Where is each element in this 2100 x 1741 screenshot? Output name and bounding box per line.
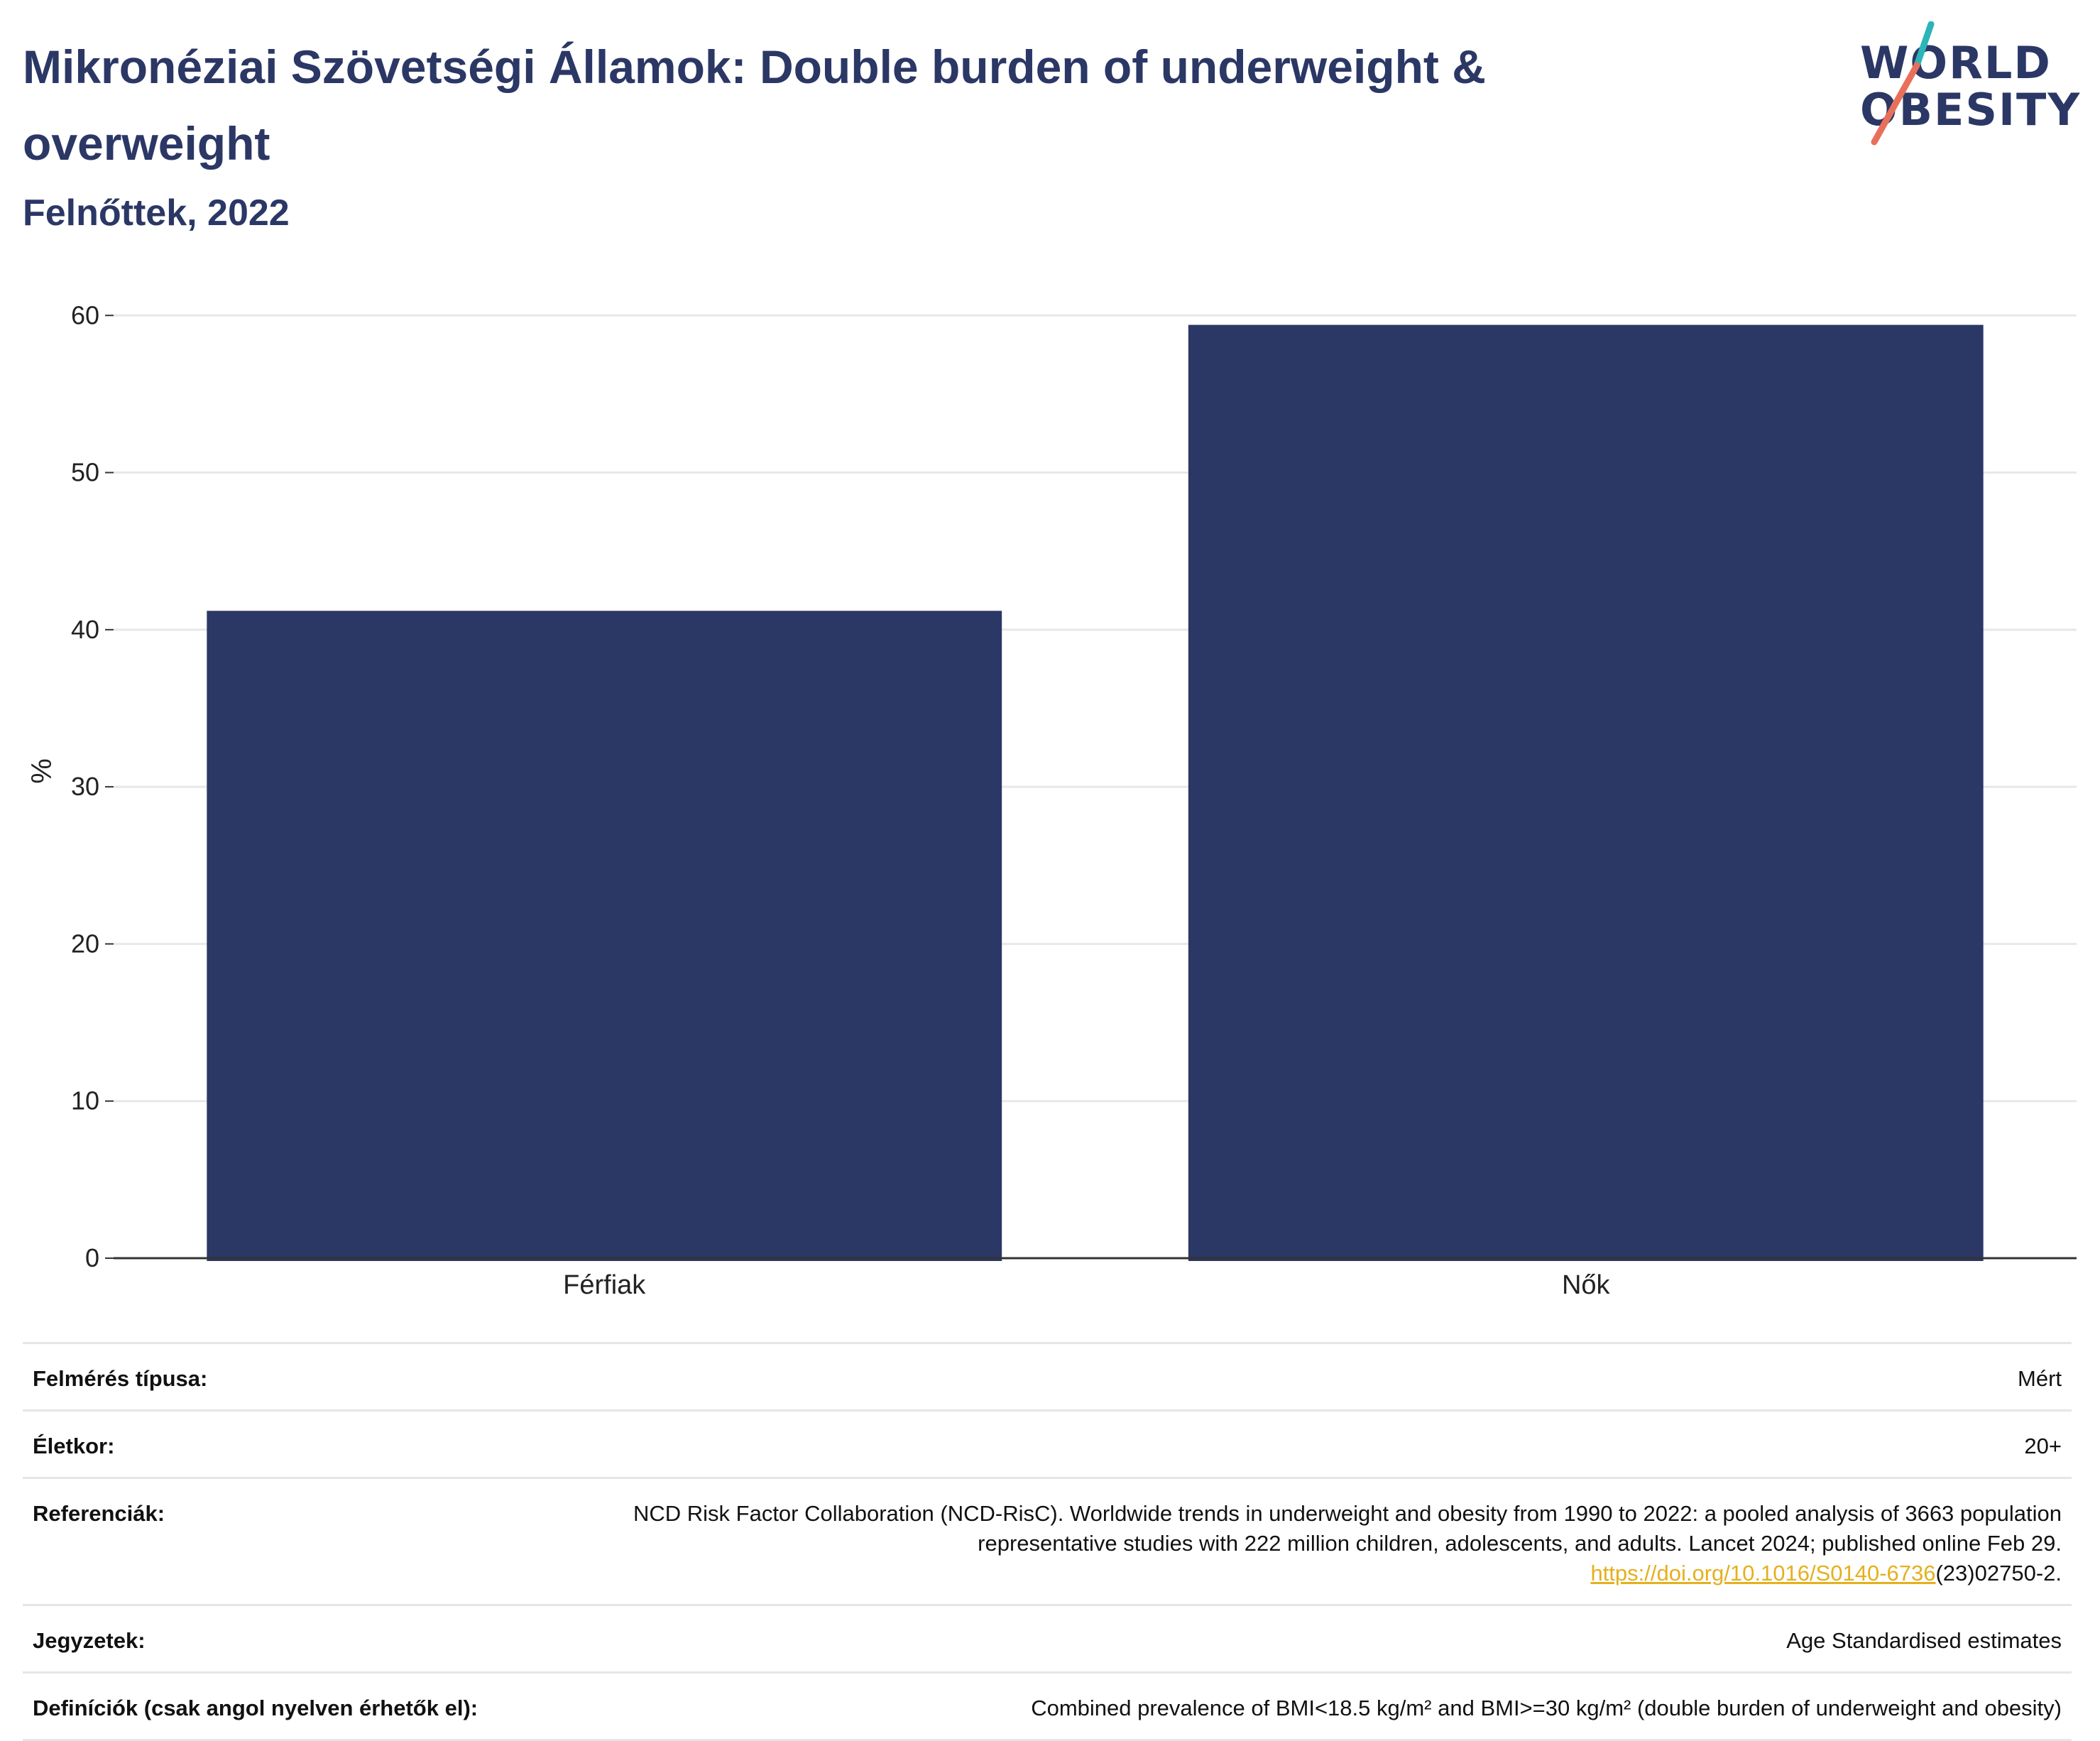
world-obesity-logo[interactable]: WORLD OBESITY <box>1846 21 2087 156</box>
reference-text: NCD Risk Factor Collaboration (NCD-RisC)… <box>633 1501 2062 1556</box>
meta-row-notes: Jegyzetek: Age Standardised estimates <box>23 1604 2072 1671</box>
y-tick-label: 30 <box>71 772 99 801</box>
bar <box>1188 324 1984 1261</box>
bar <box>207 611 1002 1261</box>
meta-row-references: Referenciák: NCD Risk Factor Collaborati… <box>23 1477 2072 1604</box>
y-tick-label: 20 <box>71 929 99 958</box>
y-tick-label: 0 <box>85 1243 99 1272</box>
y-axis-label: % <box>26 758 58 784</box>
meta-label: Definíciók (csak angol nyelven érhetők e… <box>33 1696 478 1720</box>
meta-value: 20+ <box>2024 1434 2062 1458</box>
meta-label: Referenciák: <box>33 1501 165 1526</box>
chart-subtitle: Felnőttek, 2022 <box>23 192 290 234</box>
meta-label: Felmérés típusa: <box>33 1366 208 1391</box>
meta-row-survey-type: Felmérés típusa: Mért <box>23 1342 2072 1409</box>
meta-value: Mért <box>2018 1366 2062 1391</box>
meta-value: Combined prevalence of BMI<18.5 kg/m² an… <box>1031 1696 2062 1720</box>
y-tick-label: 60 <box>71 300 99 329</box>
logo-slash-bottom <box>1871 62 1920 146</box>
doi-suffix: (23)02750-2. <box>1935 1561 2062 1586</box>
logo-word-top: WORLD <box>1860 37 2052 89</box>
metadata-table: Felmérés típusa: Mért Életkor: 20+ Refer… <box>23 1342 2072 1741</box>
meta-row-age: Életkor: 20+ <box>23 1409 2072 1477</box>
logo-slash-icon <box>1871 21 1935 146</box>
logo-slash-top <box>1913 21 1935 69</box>
x-tick-label: Nők <box>1562 1270 1611 1300</box>
meta-label: Életkor: <box>33 1434 115 1458</box>
meta-value: Age Standardised estimates <box>1786 1628 2062 1653</box>
doi-link[interactable]: https://doi.org/10.1016/S0140-6736 <box>1590 1561 1936 1586</box>
logo-word-bottom: OBESITY <box>1860 84 2082 136</box>
y-tick-label: 50 <box>71 458 99 487</box>
x-tick-label: Férfiak <box>563 1270 646 1300</box>
y-tick-label: 40 <box>71 615 99 644</box>
y-tick-label: 10 <box>71 1086 99 1115</box>
meta-row-definitions: Definíciók (csak angol nyelven érhetők e… <box>23 1671 2072 1741</box>
bar-chart: 0 10 20 30 40 50 60 Férfiak Nők% <box>26 300 2077 1300</box>
meta-label: Jegyzetek: <box>33 1628 146 1653</box>
meta-value-references: NCD Risk Factor Collaboration (NCD-RisC)… <box>606 1499 2062 1588</box>
chart-title: Mikronéziai Szövetségi Államok: Double b… <box>23 40 1486 170</box>
